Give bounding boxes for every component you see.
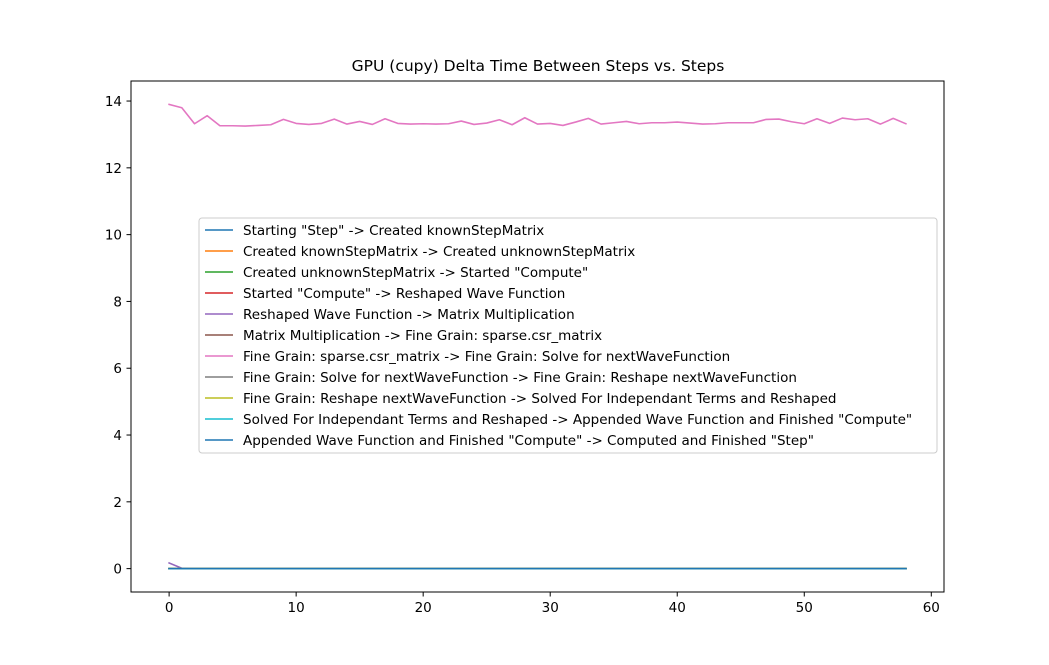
- x-tick-label: 30: [542, 600, 559, 616]
- legend-box: [198, 217, 938, 454]
- x-tick-label: 10: [288, 600, 305, 616]
- chart-title: GPU (cupy) Delta Time Between Steps vs. …: [352, 57, 725, 75]
- legend: Starting "Step" -> Created knownStepMatr…: [198, 217, 938, 454]
- series-layer: [168, 103, 907, 570]
- y-tick-label: 4: [113, 428, 122, 444]
- y-tick-label: 2: [113, 495, 122, 511]
- legend-entry-label: Reshaped Wave Function -> Matrix Multipl…: [243, 307, 575, 323]
- x-axis: 0 10 20 30 40 50 60: [165, 592, 940, 616]
- y-tick-label: 0: [113, 562, 122, 578]
- legend-entry-label: Created knownStepMatrix -> Created unkno…: [243, 244, 635, 260]
- y-tick-label: 14: [105, 94, 122, 110]
- y-tick-label: 12: [105, 161, 122, 177]
- legend-entry-label: Started "Compute" -> Reshaped Wave Funct…: [243, 286, 565, 302]
- y-axis: 0 2 4 6 8 10 12 14: [105, 94, 131, 578]
- legend-entry-label: Solved For Independant Terms and Reshape…: [243, 412, 912, 428]
- y-tick-label: 6: [113, 361, 122, 377]
- x-tick-label: 50: [796, 600, 813, 616]
- legend-entry-label: Starting "Step" -> Created knownStepMatr…: [243, 223, 544, 239]
- legend-entry-label: Fine Grain: sparse.csr_matrix -> Fine Gr…: [243, 349, 730, 365]
- y-tick-label: 10: [105, 228, 122, 244]
- y-tick-label: 8: [113, 294, 122, 310]
- legend-entry-label: Created unknownStepMatrix -> Started "Co…: [243, 265, 588, 281]
- legend-entry-label: Matrix Multiplication -> Fine Grain: spa…: [243, 328, 602, 344]
- legend-entry-label: Fine Grain: Solve for nextWaveFunction -…: [243, 370, 797, 386]
- legend-entry-label: Appended Wave Function and Finished "Com…: [243, 433, 814, 449]
- axes-frame: [130, 80, 945, 593]
- legend-entry-label: Fine Grain: Reshape nextWaveFunction -> …: [243, 391, 836, 407]
- x-tick-label: 40: [669, 600, 686, 616]
- x-tick-label: 20: [415, 600, 432, 616]
- series-line-7: [168, 103, 907, 127]
- x-tick-label: 60: [923, 600, 940, 616]
- x-tick-label: 0: [165, 600, 174, 616]
